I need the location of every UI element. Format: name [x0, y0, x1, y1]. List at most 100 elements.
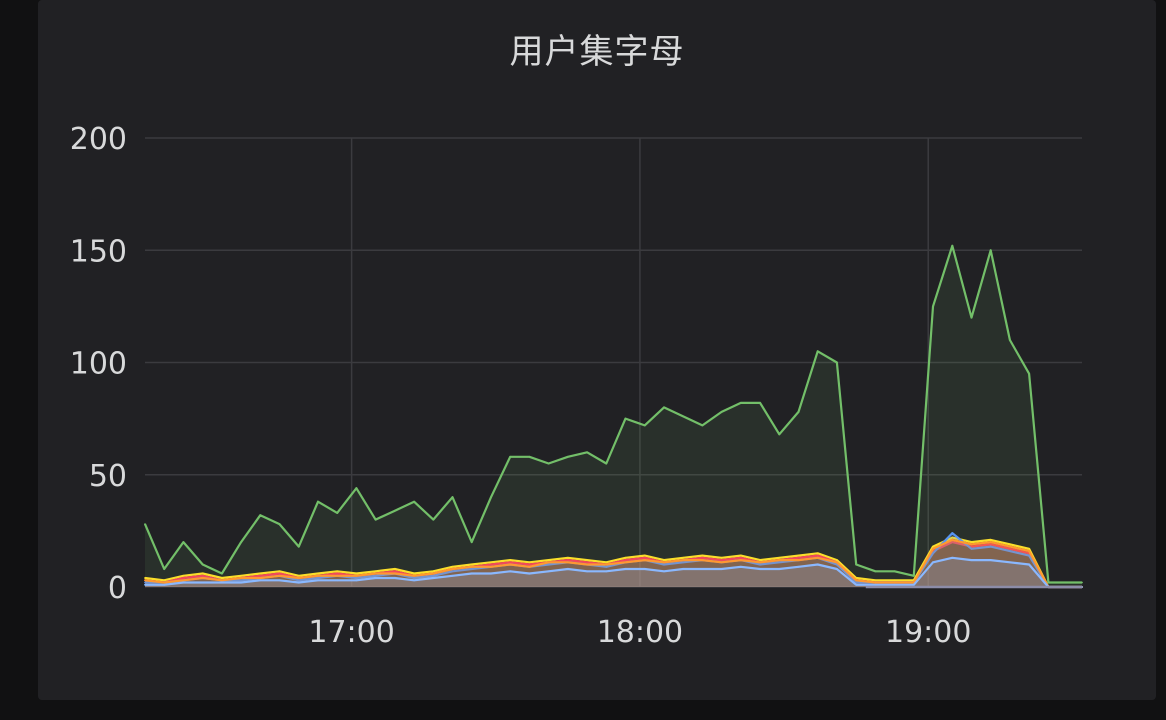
series-blue-point [451, 570, 454, 573]
series-yellow-point [836, 559, 838, 561]
series-cyan-point [394, 577, 396, 579]
series-yellow-point [663, 559, 665, 561]
series-red-point [182, 577, 185, 579]
series-orange-point [701, 559, 704, 561]
series-orange-point [816, 556, 819, 559]
series-yellow-point [720, 556, 723, 559]
series-green-point [144, 523, 146, 525]
series-cyan-point [317, 579, 319, 582]
series-cyan-point [874, 583, 877, 586]
series-cyan-point [278, 579, 281, 582]
series-red-point [701, 556, 704, 559]
series-orange-point [355, 574, 358, 577]
y-tick-label: 0 [108, 571, 127, 606]
series-orange-point [394, 572, 396, 575]
series-blue-line [145, 532, 1082, 589]
series-cyan-point [778, 568, 781, 570]
series-red-point [278, 572, 281, 575]
series-green-point [912, 574, 915, 577]
series-red-point [586, 561, 588, 564]
series-cyan-point [951, 556, 954, 559]
series-green-point [586, 451, 588, 454]
series-yellow-point [394, 568, 396, 570]
series-orange-point [451, 568, 454, 570]
y-tick-label: 150 [70, 234, 127, 269]
series-green-point [970, 316, 973, 319]
series-orange-point [336, 574, 339, 577]
y-tick-label: 100 [70, 347, 127, 382]
series-orange-point [182, 579, 185, 582]
series-green-point [874, 570, 877, 573]
series-orange-point [836, 561, 838, 564]
series-green-point [490, 496, 492, 499]
x-tick-label: 17:00 [308, 615, 394, 650]
series-yellow-point [989, 539, 992, 541]
series-yellow-point [413, 572, 415, 575]
series-green-point [297, 545, 300, 548]
series-cyan-point [163, 583, 166, 586]
series-blue-point [778, 561, 781, 564]
series-green-point [605, 462, 608, 465]
series-cyan-point [413, 579, 415, 582]
series-cyan-point [855, 583, 858, 586]
series-blue-point [374, 574, 377, 577]
series-cyan-area [145, 557, 1082, 587]
series-red-point [797, 556, 800, 559]
series-blue-point [970, 547, 973, 550]
series-red-point [624, 559, 627, 561]
series-green-point [374, 518, 377, 521]
series-blue-point [663, 563, 665, 566]
series-orange-point [201, 577, 204, 579]
series-cyan-point [970, 559, 973, 561]
series-orange-point [739, 559, 742, 561]
series-cyan-point [912, 583, 915, 586]
series-yellow-point [374, 570, 377, 573]
series-cyan-point [682, 568, 685, 570]
series-yellow-point [240, 574, 243, 577]
series-yellow-point [528, 561, 531, 564]
series-cyan-point [893, 583, 896, 586]
series-red-point [567, 559, 569, 561]
series-cyan-point [240, 581, 243, 584]
series-green-point [855, 563, 858, 566]
series-green-point [528, 455, 531, 458]
series-red-point [528, 563, 531, 566]
series-orange-point [759, 561, 761, 564]
series-yellow-point [278, 570, 281, 573]
series-cyan-point [259, 579, 262, 582]
series-orange-point [586, 563, 588, 566]
series-cyan-point [509, 570, 512, 573]
series-green-point [624, 417, 627, 420]
series-yellow-point [932, 545, 934, 548]
series-yellow-point [701, 554, 704, 557]
series-orange-point [797, 559, 800, 561]
panel-title[interactable]: 用户集字母 [509, 32, 685, 72]
series-yellow-point [201, 572, 204, 575]
series-red-point [739, 556, 742, 559]
series-blue-point [1009, 550, 1011, 552]
series-cyan-point [547, 570, 550, 573]
series-green-point [720, 411, 723, 413]
series-orange-point [470, 565, 473, 568]
series-yellow-point [221, 577, 223, 579]
series-cyan-line [145, 556, 1082, 589]
series-green-point [682, 415, 685, 418]
series-cyan-point [759, 568, 761, 570]
series-blue-point [855, 581, 858, 584]
series-yellow-point [797, 554, 800, 557]
series-orange-point [221, 579, 223, 582]
series-cyan-point [336, 579, 339, 582]
series-blue-point [144, 581, 146, 584]
series-cyan-point [1009, 561, 1011, 564]
series-green-point [547, 462, 550, 465]
series-cyan-point [297, 581, 300, 584]
series-red-point [816, 554, 819, 557]
series-green-point [336, 512, 339, 514]
series-cyan-point [797, 565, 800, 568]
series-yellow-point [336, 570, 339, 573]
series-red-point [509, 561, 512, 564]
series-cyan-point [528, 572, 531, 575]
series-cyan-point [701, 568, 704, 570]
series-cyan-point [624, 568, 627, 570]
series-blue-point [413, 577, 415, 579]
